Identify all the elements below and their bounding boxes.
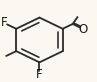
Text: F: F: [1, 16, 7, 29]
Text: F: F: [36, 68, 43, 81]
Text: O: O: [79, 23, 88, 36]
